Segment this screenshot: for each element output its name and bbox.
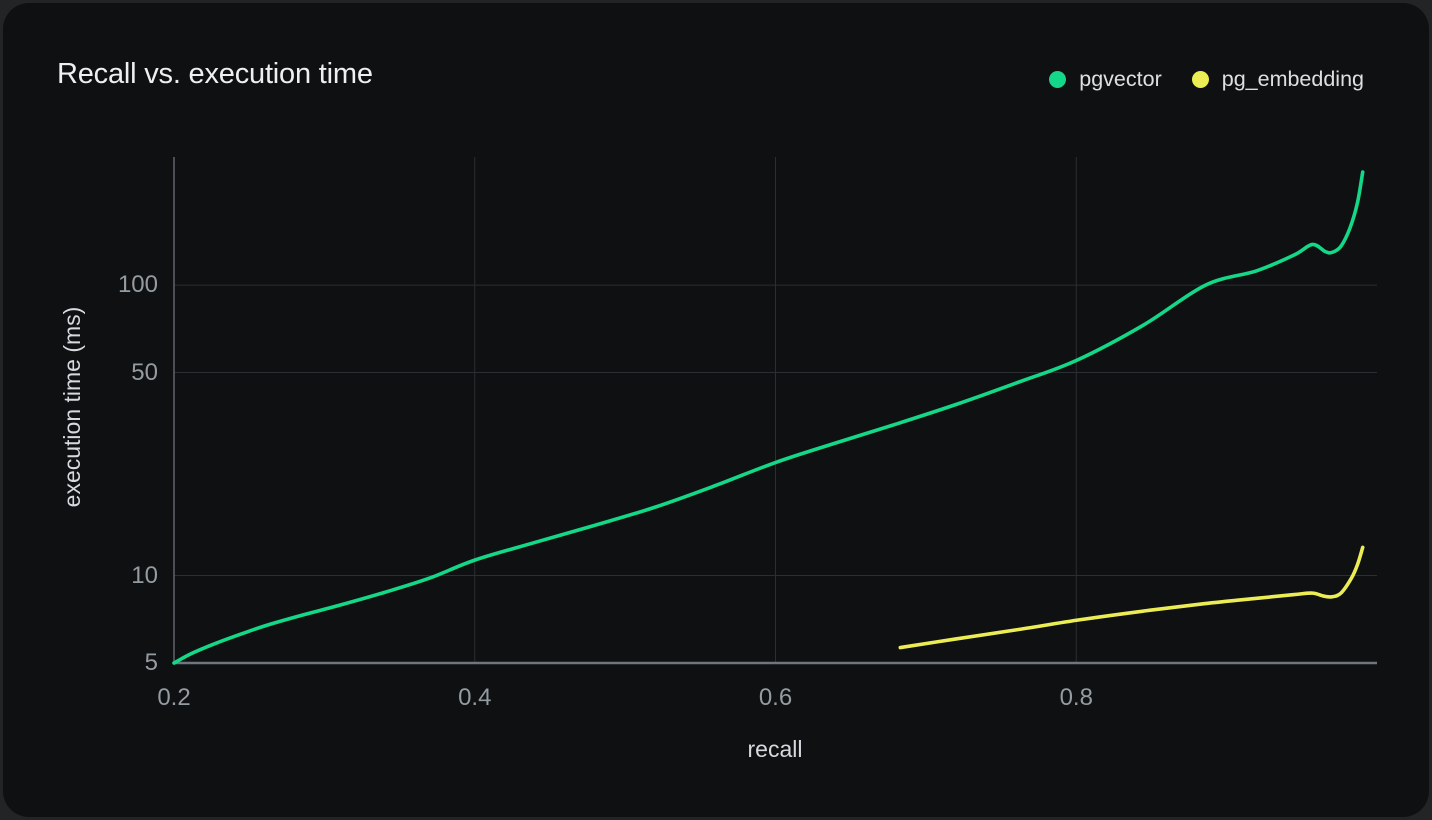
x-tick-label: 0.8: [1059, 684, 1093, 711]
x-tick-label: 0.6: [758, 684, 793, 711]
y-tick-label: 10: [131, 561, 158, 589]
series-line-pgvector: [172, 170, 1365, 665]
chart-card: [3, 3, 1429, 817]
y-tick-label: 5: [144, 649, 158, 676]
x-tick-label: 0.2: [157, 684, 191, 711]
legend: pgvector pg_embedding: [1049, 67, 1364, 92]
y-tick-label: 50: [131, 358, 158, 386]
legend-dot-pg-embedding-icon: [1191, 71, 1209, 88]
chart-title: Recall vs. execution time: [57, 58, 373, 90]
series-line-pg_embedding: [898, 545, 1365, 650]
x-tick-label: 0.4: [458, 684, 492, 711]
y-tick-label: 100: [117, 271, 158, 299]
y-axis-title: execution time (ms): [59, 306, 85, 508]
legend-item-pgvector[interactable]: pgvector: [1049, 67, 1162, 92]
legend-item-pg-embedding[interactable]: pg_embedding: [1191, 67, 1364, 92]
legend-dot-pgvector-icon: [1049, 71, 1067, 88]
legend-label-pg-embedding: pg_embedding: [1221, 67, 1364, 91]
x-axis-title: recall: [747, 736, 803, 762]
legend-label-pgvector: pgvector: [1079, 67, 1162, 91]
